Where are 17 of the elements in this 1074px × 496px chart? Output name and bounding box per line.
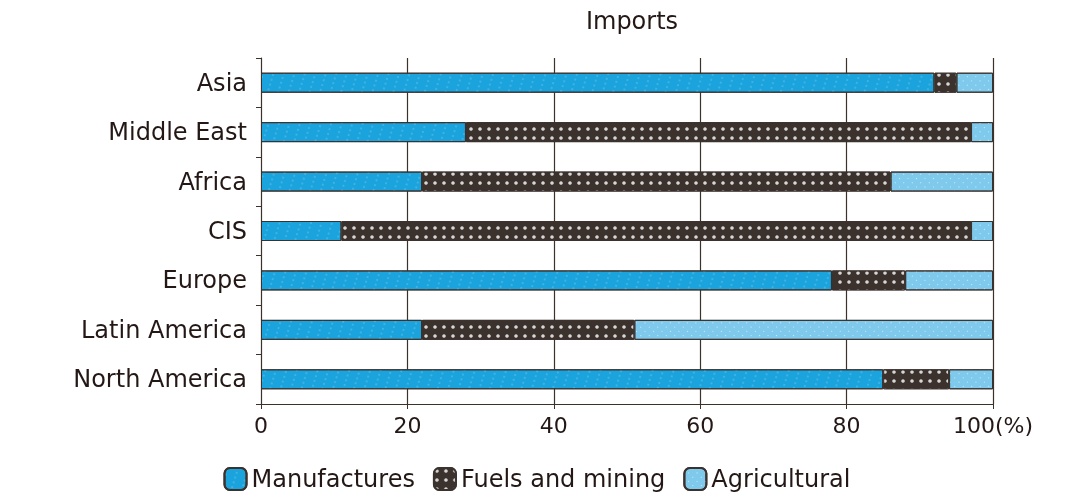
x-tick-label: 40 bbox=[539, 412, 568, 438]
y-tick-label: Europe bbox=[162, 266, 247, 295]
legend-label: Manufactures bbox=[251, 465, 415, 493]
chart-title: Imports bbox=[585, 7, 679, 35]
x-tick-label: 60 bbox=[686, 412, 715, 438]
y-tick-label: CIS bbox=[207, 217, 247, 245]
x-tick-label: 80 bbox=[832, 412, 861, 438]
x-tick-label: 0 bbox=[254, 412, 268, 438]
y-tick-label: Middle East bbox=[108, 118, 247, 147]
y-tick-label: North America bbox=[73, 365, 247, 394]
y-tick-label: Asia bbox=[196, 68, 247, 97]
x-tick-label: 20 bbox=[393, 412, 422, 438]
legend-label: Agricultural bbox=[711, 465, 851, 493]
y-tick-label: Latin America bbox=[81, 315, 247, 344]
y-tick-label: Africa bbox=[178, 167, 247, 196]
x-tick-label: 100(%) bbox=[952, 412, 1034, 438]
legend-label: Fuels and mining bbox=[460, 465, 666, 493]
